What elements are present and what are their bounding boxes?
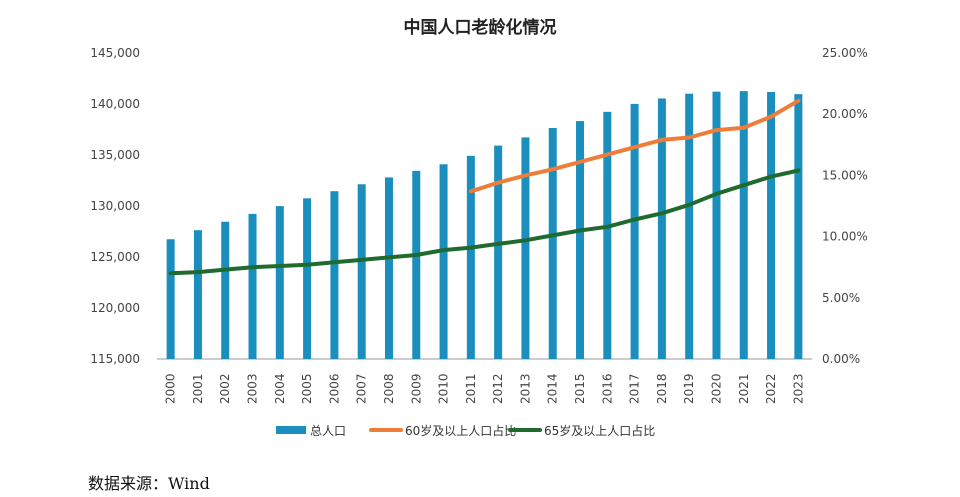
x-tick-label: 2017 <box>628 373 642 404</box>
x-tick-label: 2021 <box>737 373 751 404</box>
x-tick-label: 2022 <box>764 373 778 404</box>
bar-2016 <box>603 111 612 359</box>
source-note: 数据来源：Wind <box>88 474 210 493</box>
right-tick-label: 20.00% <box>822 107 868 121</box>
x-tick-label: 2002 <box>218 373 232 404</box>
x-tick-label: 2011 <box>464 373 478 404</box>
x-tick-label: 2019 <box>682 373 696 404</box>
bar-2009 <box>412 170 421 359</box>
x-tick-label: 2016 <box>600 373 614 404</box>
bar-2005 <box>303 198 312 359</box>
right-tick-label: 25.00% <box>822 46 868 60</box>
bar-2006 <box>330 191 339 359</box>
bar-2008 <box>384 177 393 359</box>
x-tick-label: 2018 <box>655 373 669 404</box>
x-tick-label: 2001 <box>191 373 205 404</box>
bar-series <box>166 91 803 360</box>
legend-label: 65岁及以上人口占比 <box>544 423 655 438</box>
legend-label: 60岁及以上人口占比 <box>405 423 516 438</box>
bar-2015 <box>576 121 585 359</box>
x-axis: 2000 2001 2002 2003 2004 2005 2006 2007 2008 2009… <box>164 373 806 404</box>
bar-2011 <box>466 155 475 359</box>
legend-swatch-bar <box>276 426 306 434</box>
bar-2019 <box>685 93 694 360</box>
bar-2002 <box>221 221 230 359</box>
right-axis: 0.00% 5.00% 10.00% 15.00% 20.00% 25.00% <box>822 46 868 366</box>
left-tick-label: 140,000 <box>90 97 140 111</box>
bar-2012 <box>494 145 503 359</box>
left-axis: 115,000 120,000 125,000 130,000 135,000 140,0… <box>90 46 812 366</box>
chart-title: 中国人口老龄化情况 <box>404 17 557 38</box>
bar-2023 <box>794 94 803 359</box>
legend-label: 总人口 <box>310 424 346 438</box>
x-tick-label: 2020 <box>709 373 723 404</box>
x-tick-label: 2010 <box>437 373 451 404</box>
right-tick-label: 5.00% <box>822 291 860 305</box>
bar-2000 <box>166 239 175 359</box>
bar-2020 <box>712 91 721 359</box>
bar-2022 <box>767 92 776 359</box>
bar-2004 <box>275 206 284 359</box>
x-tick-label: 2008 <box>382 373 396 404</box>
x-tick-label: 2023 <box>791 373 805 404</box>
line-series <box>168 98 801 276</box>
x-tick-label: 2014 <box>546 373 560 404</box>
right-tick-label: 15.00% <box>822 168 868 182</box>
bar-2003 <box>248 213 257 359</box>
bar-2013 <box>521 137 530 359</box>
left-tick-label: 115,000 <box>90 352 140 366</box>
left-tick-label: 130,000 <box>90 199 140 213</box>
x-tick-label: 2000 <box>164 373 178 404</box>
x-tick-label: 2005 <box>300 373 314 404</box>
line-series-1 <box>468 98 801 194</box>
bar-2010 <box>439 164 448 359</box>
x-tick-label: 2007 <box>355 373 369 404</box>
line-series-2 <box>168 168 801 276</box>
left-tick-label: 120,000 <box>90 301 140 315</box>
x-tick-label: 2009 <box>409 373 423 404</box>
x-tick-label: 2004 <box>273 373 287 404</box>
bar-2018 <box>657 98 666 359</box>
bar-2021 <box>739 91 748 359</box>
x-tick-label: 2013 <box>518 373 532 404</box>
right-tick-label: 10.00% <box>822 230 868 244</box>
right-tick-label: 0.00% <box>822 352 860 366</box>
left-tick-label: 125,000 <box>90 250 140 264</box>
left-tick-label: 135,000 <box>90 148 140 162</box>
x-tick-label: 2006 <box>327 373 341 404</box>
bar-2007 <box>357 184 366 359</box>
x-tick-label: 2003 <box>246 373 260 404</box>
legend: 总人口 60岁及以上人口占比 65岁及以上人口占比 <box>276 423 655 438</box>
left-tick-label: 145,000 <box>90 46 140 60</box>
bar-2001 <box>193 230 202 359</box>
x-tick-label: 2012 <box>491 373 505 404</box>
x-tick-label: 2015 <box>573 373 587 404</box>
bar-2017 <box>630 103 639 359</box>
bar-2014 <box>548 128 557 359</box>
